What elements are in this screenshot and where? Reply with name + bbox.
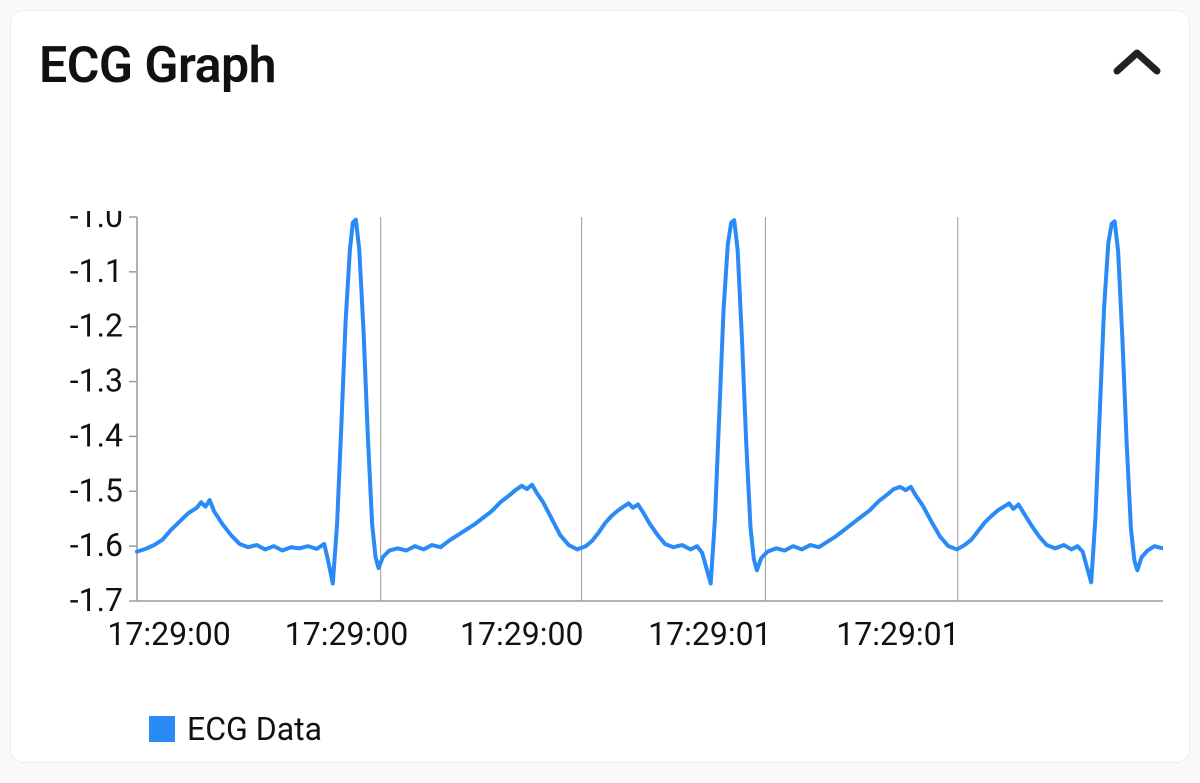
svg-text:-1.2: -1.2 [70,307,123,345]
svg-text:-1.3: -1.3 [70,362,123,400]
legend-swatch [149,716,175,742]
chart-legend: ECG Data [149,710,322,748]
svg-text:17:29:00: 17:29:00 [107,615,230,653]
ecg-card: ECG Graph -1.0 -1.1 -1.2 -1.3 -1.4 -1.5 -1.6 -1… [10,10,1190,763]
svg-text:-1.7: -1.7 [70,581,123,619]
ecg-chart: -1.0-1.1-1.2-1.3-1.4-1.5-1.6-1.717:29:00… [39,211,1161,722]
svg-text:17:29:00: 17:29:00 [285,615,408,653]
card-title: ECG Graph [39,39,276,94]
ecg-chart-svg: -1.0-1.1-1.2-1.3-1.4-1.5-1.6-1.717:29:00… [39,211,1163,731]
svg-text:-1.4: -1.4 [70,416,123,454]
card-header: ECG Graph [39,39,1161,94]
svg-text:-1.6: -1.6 [70,526,123,564]
svg-text:-1.0: -1.0 [70,211,123,235]
svg-text:-1.1: -1.1 [70,252,123,290]
svg-text:17:29:00: 17:29:00 [460,615,583,653]
chevron-up-icon [1111,45,1163,81]
svg-text:17:29:01: 17:29:01 [836,615,959,653]
svg-text:17:29:01: 17:29:01 [648,615,771,653]
collapse-button[interactable] [1111,45,1163,81]
svg-text:-1.5: -1.5 [70,471,123,509]
legend-label: ECG Data [187,710,322,748]
